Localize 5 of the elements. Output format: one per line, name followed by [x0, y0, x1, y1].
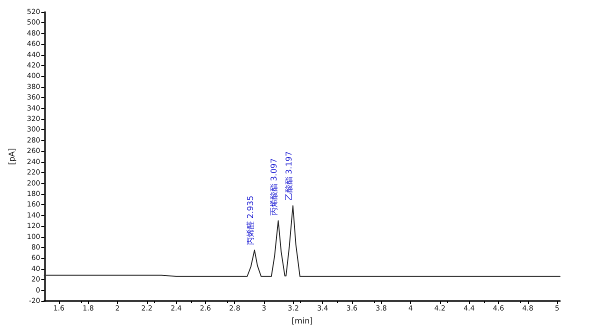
annotation: 丙烯醛 2.935 [246, 196, 256, 246]
annotation: 丙烯酸酯 3.097 [270, 158, 279, 216]
y-axis-title: [pA] [8, 148, 16, 165]
x-axis-title: [min] [291, 316, 313, 326]
annotation: 乙酸酯 3.197 [284, 151, 294, 201]
